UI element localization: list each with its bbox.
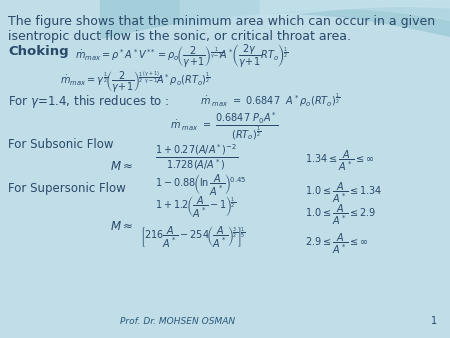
Text: $M{\approx}$: $M{\approx}$ — [110, 220, 133, 233]
Text: $\dot{m}_{max} = \rho^* A^* V^{**} = \rho_o\!\left(\dfrac{2}{\gamma\!+\!1}\right: $\dot{m}_{max} = \rho^* A^* V^{**} = \rh… — [75, 43, 289, 70]
Text: $1.34 \leq \dfrac{A}{A^*} \leq \infty$: $1.34 \leq \dfrac{A}{A^*} \leq \infty$ — [305, 148, 375, 173]
Text: The figure shows that the minimum area which can occur in a given: The figure shows that the minimum area w… — [8, 15, 435, 28]
Text: $\dot{m}_{\ max}\ =\ 0.6847\ \ A^*\rho_o\left(RT_o\right)^{\frac{1}{2}}$: $\dot{m}_{\ max}\ =\ 0.6847\ \ A^*\rho_o… — [200, 91, 340, 108]
Text: $\dfrac{1+0.27(A/A^*)^{-2}}{1.728(A/A^*)}$: $\dfrac{1+0.27(A/A^*)^{-2}}{1.728(A/A^*)… — [155, 142, 238, 172]
Text: $M{\approx}$: $M{\approx}$ — [110, 160, 133, 173]
Text: $2.9 \leq \dfrac{A}{A^*} \leq \infty$: $2.9 \leq \dfrac{A}{A^*} \leq \infty$ — [305, 231, 369, 256]
Text: $\dot{m}_{max} = \gamma^{\frac{1}{2}}\!\left(\dfrac{2}{\gamma\!+\!1}\right)^{\!\: $\dot{m}_{max} = \gamma^{\frac{1}{2}}\!\… — [60, 70, 211, 95]
Text: $1.0 \leq \dfrac{A}{A^*} \leq 2.9$: $1.0 \leq \dfrac{A}{A^*} \leq 2.9$ — [305, 202, 376, 227]
Text: Choking: Choking — [8, 45, 68, 58]
Text: $\left[216\dfrac{A}{A^*}-254\!\left(\dfrac{A}{A^*}\right)^{\!\frac{3}{2}}\right]: $\left[216\dfrac{A}{A^*}-254\!\left(\dfr… — [140, 225, 245, 250]
Text: $\dot{m}_{\ max}\ =\ \dfrac{0.6847\ P_0 A^*}{\left(RT_o\right)^{\frac{1}{2}}}$: $\dot{m}_{\ max}\ =\ \dfrac{0.6847\ P_0 … — [170, 110, 279, 142]
Text: $1+1.2\!\left(\dfrac{A}{A^*}-1\right)^{\!\frac{1}{2}}$: $1+1.2\!\left(\dfrac{A}{A^*}-1\right)^{\… — [155, 195, 236, 220]
Text: isentropic duct flow is the sonic, or critical throat area.: isentropic duct flow is the sonic, or cr… — [8, 30, 351, 43]
Text: For Supersonic Flow: For Supersonic Flow — [8, 182, 126, 195]
Text: $1-0.88\!\left(\ln\dfrac{A}{A^*}\right)^{\!0.45}$: $1-0.88\!\left(\ln\dfrac{A}{A^*}\right)^… — [155, 173, 246, 198]
Text: Prof. Dr. MOHSEN OSMAN: Prof. Dr. MOHSEN OSMAN — [120, 317, 235, 326]
Text: $1.0 \leq \dfrac{A}{A^*} \leq 1.34$: $1.0 \leq \dfrac{A}{A^*} \leq 1.34$ — [305, 180, 382, 205]
Text: For Subsonic Flow: For Subsonic Flow — [8, 138, 113, 151]
Text: For $\gamma$=1.4, this reduces to :: For $\gamma$=1.4, this reduces to : — [8, 93, 169, 110]
Text: 1: 1 — [431, 316, 437, 326]
